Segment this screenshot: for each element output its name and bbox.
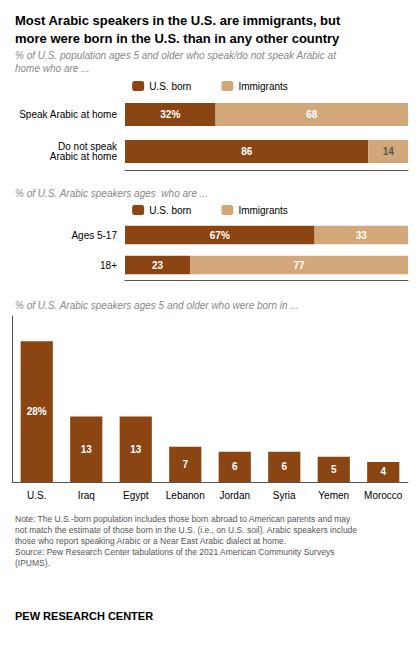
svg-text:Do not speak: Do not speak <box>58 141 117 152</box>
svg-text:Most Arabic speakers in the U.: Most Arabic speakers in the U.S. are imm… <box>15 13 341 28</box>
svg-text:Lebanon: Lebanon <box>166 490 205 501</box>
svg-text:Immigrants: Immigrants <box>238 205 287 216</box>
svg-text:home who are ...: home who are ... <box>15 63 89 74</box>
svg-text:% of U.S. population ages 5 an: % of U.S. population ages 5 and older wh… <box>15 50 337 61</box>
svg-text:PEW RESEARCH CENTER: PEW RESEARCH CENTER <box>15 610 153 622</box>
svg-text:77: 77 <box>293 260 305 271</box>
svg-text:those who report speaking Arab: those who report speaking Arabic or a Ne… <box>15 536 286 546</box>
svg-text:Iraq: Iraq <box>78 490 95 501</box>
svg-text:33: 33 <box>356 230 368 241</box>
svg-text:not match the estimate of thos: not match the estimate of those born in … <box>15 525 357 535</box>
svg-text:U.S. born: U.S. born <box>149 205 191 216</box>
svg-text:Morocco: Morocco <box>364 490 403 501</box>
svg-text:Ages 5-17: Ages 5-17 <box>71 230 117 241</box>
svg-text:13: 13 <box>81 444 93 455</box>
svg-text:Arabic at home: Arabic at home <box>50 151 118 162</box>
svg-text:Speak Arabic at home: Speak Arabic at home <box>19 109 117 120</box>
svg-text:5: 5 <box>331 464 337 475</box>
svg-text:Yemen: Yemen <box>318 490 349 501</box>
svg-text:67%: 67% <box>210 230 230 241</box>
svg-text:% of U.S. Arabic speakers ages: % of U.S. Arabic speakers ages 5 and old… <box>15 300 299 311</box>
svg-text:18+: 18+ <box>100 260 117 271</box>
svg-text:28%: 28% <box>27 406 47 417</box>
svg-text:14: 14 <box>383 146 395 157</box>
svg-text:6: 6 <box>281 461 287 472</box>
svg-text:7: 7 <box>182 459 188 470</box>
svg-text:U.S. born: U.S. born <box>149 81 191 92</box>
svg-text:4: 4 <box>380 466 386 477</box>
svg-text:Source: Pew Research Center ta: Source: Pew Research Center tabulations … <box>15 547 334 557</box>
svg-text:68: 68 <box>306 109 318 120</box>
svg-text:Note: The U.S.-born population: Note: The U.S.-born population includes … <box>15 514 351 524</box>
svg-text:32%: 32% <box>160 109 180 120</box>
svg-text:% of U.S. Arabic speakers ages: % of U.S. Arabic speakers ages who are .… <box>15 188 208 199</box>
svg-text:86: 86 <box>241 146 253 157</box>
svg-text:6: 6 <box>232 461 238 472</box>
svg-text:Syria: Syria <box>273 490 296 501</box>
svg-text:23: 23 <box>152 260 164 271</box>
svg-text:Egypt: Egypt <box>123 490 149 501</box>
svg-text:Immigrants: Immigrants <box>238 81 287 92</box>
svg-text:Jordan: Jordan <box>219 490 250 501</box>
svg-text:(IPUMS).: (IPUMS). <box>15 558 50 568</box>
svg-text:U.S.: U.S. <box>27 490 46 501</box>
svg-text:13: 13 <box>130 444 142 455</box>
svg-text:more were born in the U.S. tha: more were born in the U.S. than in any o… <box>15 31 340 46</box>
